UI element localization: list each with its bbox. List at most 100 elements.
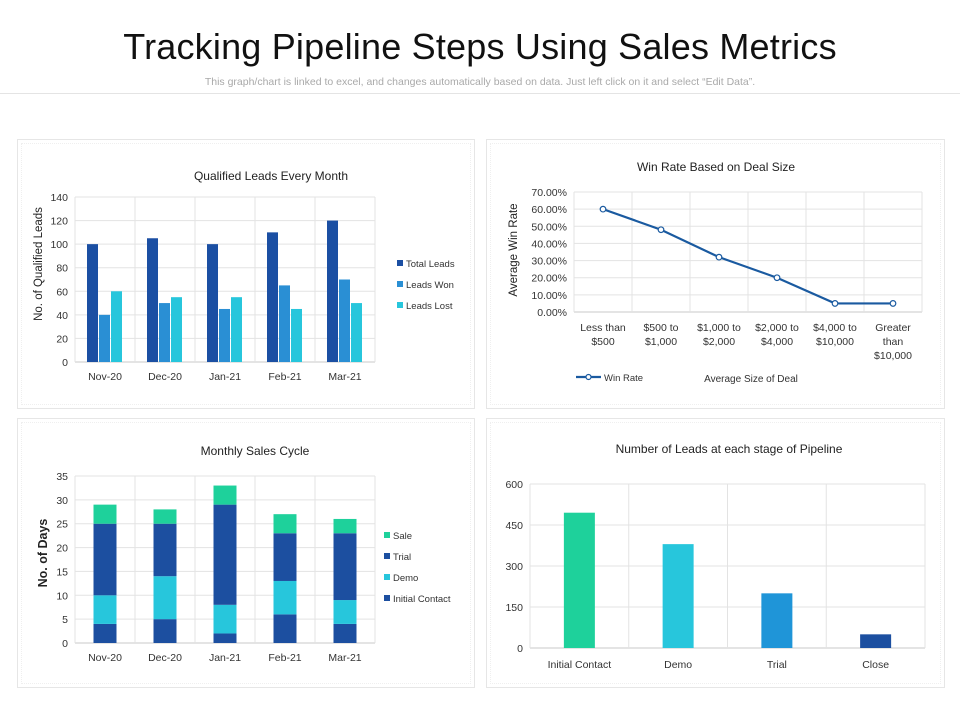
- pipeline-y-tick-label: 600: [505, 479, 523, 491]
- x-tick-label: Dec-20: [148, 371, 182, 383]
- sales-cycle-y-tick-label: 35: [56, 471, 68, 483]
- chart-title: Number of Leads at each stage of Pipelin…: [616, 442, 843, 456]
- legend-label: Win Rate: [604, 373, 643, 384]
- win-rate-y-tick-label: 60.00%: [531, 204, 567, 216]
- x-tick-label: $500 to: [643, 322, 678, 334]
- win-rate-y-tick-label: 40.00%: [531, 238, 567, 250]
- bar-leads-won-mar-21: [339, 279, 350, 362]
- page-title: Tracking Pipeline Steps Using Sales Metr…: [123, 26, 837, 67]
- win-rate-y-tick-label: 0.00%: [537, 307, 567, 319]
- bar-demo-mar-21: [333, 600, 357, 624]
- legend-marker: [585, 373, 592, 381]
- legend-swatch: [384, 574, 390, 580]
- x-tick-label: Nov-20: [88, 371, 122, 383]
- x-tick-label: Feb-21: [268, 371, 301, 383]
- bar-sale-dec-20: [153, 509, 177, 524]
- x-tick-label: Dec-20: [148, 652, 182, 664]
- bar-total-leads-mar-21: [327, 220, 338, 362]
- x-tick-label: $1,000 to: [697, 322, 741, 334]
- y-axis-label: No. of Days: [36, 519, 50, 588]
- sales-cycle-y-tick-label: 0: [62, 638, 68, 650]
- legend-swatch: [397, 302, 403, 308]
- legend-swatch: [384, 553, 390, 559]
- qualified-leads-y-tick-label: 100: [50, 239, 68, 251]
- bar-initial-contact-mar-21: [333, 623, 357, 643]
- x-tick-label: Mar-21: [328, 371, 361, 383]
- x-tick-label: Less than: [580, 322, 626, 334]
- win-rate-y-tick-label: 10.00%: [531, 290, 567, 302]
- pipeline-leads-chart[interactable]: Number of Leads at each stage of Pipelin…: [486, 418, 945, 688]
- legend-swatch: [397, 281, 403, 287]
- x-tick-label: $500: [591, 336, 615, 348]
- x-tick-label: $10,000: [874, 350, 912, 362]
- win-rate-line: [602, 208, 893, 305]
- bar-initial-contact-dec-20: [153, 619, 177, 643]
- bar-initial-contact-feb-21: [273, 614, 297, 643]
- chart-title: Win Rate Based on Deal Size: [637, 160, 795, 174]
- page-subtitle: This graph/chart is linked to excel, and…: [204, 76, 756, 88]
- bar-sale-mar-21: [333, 518, 357, 534]
- x-tick-label: Demo: [664, 659, 692, 671]
- legend-swatch: [397, 260, 403, 266]
- legend-label: Leads Lost: [406, 301, 453, 312]
- bar-demo-feb-21: [273, 580, 297, 615]
- bar-sale-jan-21: [213, 485, 237, 505]
- win-rate-y-tick-label: 70.00%: [531, 187, 567, 199]
- chart-title: Monthly Sales Cycle: [201, 444, 310, 458]
- legend-label: Sale: [393, 531, 412, 542]
- sales-cycle-y-tick-label: 5: [62, 614, 68, 626]
- x-tick-label: Initial Contact: [548, 659, 612, 671]
- bar-leads-won-jan-21: [219, 308, 230, 362]
- legend-label: Demo: [393, 573, 418, 584]
- legend-label: Leads Won: [406, 280, 454, 291]
- bar-leads-lost-jan-21: [231, 297, 242, 362]
- win-rate-point: [831, 300, 839, 307]
- bar-initial-contact: [563, 512, 595, 648]
- pipeline-y-tick-label: 450: [505, 520, 523, 532]
- x-tick-label: $4,000 to: [813, 322, 857, 334]
- sales-cycle-y-tick-label: 20: [56, 543, 68, 555]
- x-axis-label: Average Size of Deal: [704, 374, 798, 385]
- x-tick-label: Nov-20: [88, 652, 122, 664]
- bar-leads-lost-dec-20: [171, 297, 182, 362]
- win-rate-y-tick-label: 30.00%: [531, 256, 567, 268]
- bar-leads-lost-feb-21: [291, 308, 302, 362]
- bar-sale-nov-20: [93, 504, 117, 524]
- pipeline-y-tick-label: 0: [517, 643, 523, 655]
- bar-sale-feb-21: [273, 514, 297, 534]
- bar-leads-won-nov-20: [99, 314, 110, 362]
- y-axis-label: Average Win Rate: [508, 203, 520, 296]
- bar-trial-jan-21: [213, 504, 237, 605]
- pipeline-y-tick-label: 150: [505, 602, 523, 614]
- pipeline-y-tick-label: 300: [505, 561, 523, 573]
- x-tick-label: Mar-21: [328, 652, 361, 664]
- win-rate-point: [773, 274, 781, 282]
- bar-trial-feb-21: [273, 533, 297, 581]
- qualified-leads-y-tick-label: 140: [50, 192, 68, 204]
- win-rate-point: [715, 253, 723, 261]
- legend-swatch: [384, 595, 390, 601]
- bar-trial-mar-21: [333, 533, 357, 601]
- pipeline-leads-svg: Number of Leads at each stage of Pipelin…: [505, 442, 926, 671]
- sales-cycle-chart[interactable]: Monthly Sales Cycle No. of Days 0 5 10 15 20 25…: [17, 418, 475, 688]
- bar-total-leads-dec-20: [147, 238, 158, 362]
- bar-leads-lost-nov-20: [111, 291, 122, 362]
- y-axis-label: No. of Qualified Leads: [33, 207, 45, 321]
- bar-initial-contact-nov-20: [93, 623, 117, 643]
- bar-total-leads-feb-21: [267, 232, 278, 362]
- qualified-leads-y-tick-label: 0: [62, 357, 68, 369]
- win-rate-point: [889, 300, 897, 307]
- x-tick-label: Close: [862, 659, 889, 671]
- x-tick-label: Greater: [875, 322, 911, 334]
- qualified-leads-chart[interactable]: Qualified Leads Every Month No. of Qualif…: [17, 139, 475, 409]
- x-tick-label: Jan-21: [209, 652, 241, 664]
- sales-cycle-y-tick-label: 15: [56, 566, 68, 578]
- legend-label: Trial: [393, 552, 411, 563]
- win-rate-chart[interactable]: Win Rate Based on Deal Size Average Win R…: [486, 139, 945, 409]
- x-tick-label: Feb-21: [268, 652, 301, 664]
- bar-leads-lost-mar-21: [351, 303, 362, 362]
- x-tick-label: Jan-21: [209, 371, 241, 383]
- bar-demo: [662, 544, 694, 648]
- bar-total-leads-jan-21: [207, 244, 218, 362]
- bar-close: [860, 634, 892, 648]
